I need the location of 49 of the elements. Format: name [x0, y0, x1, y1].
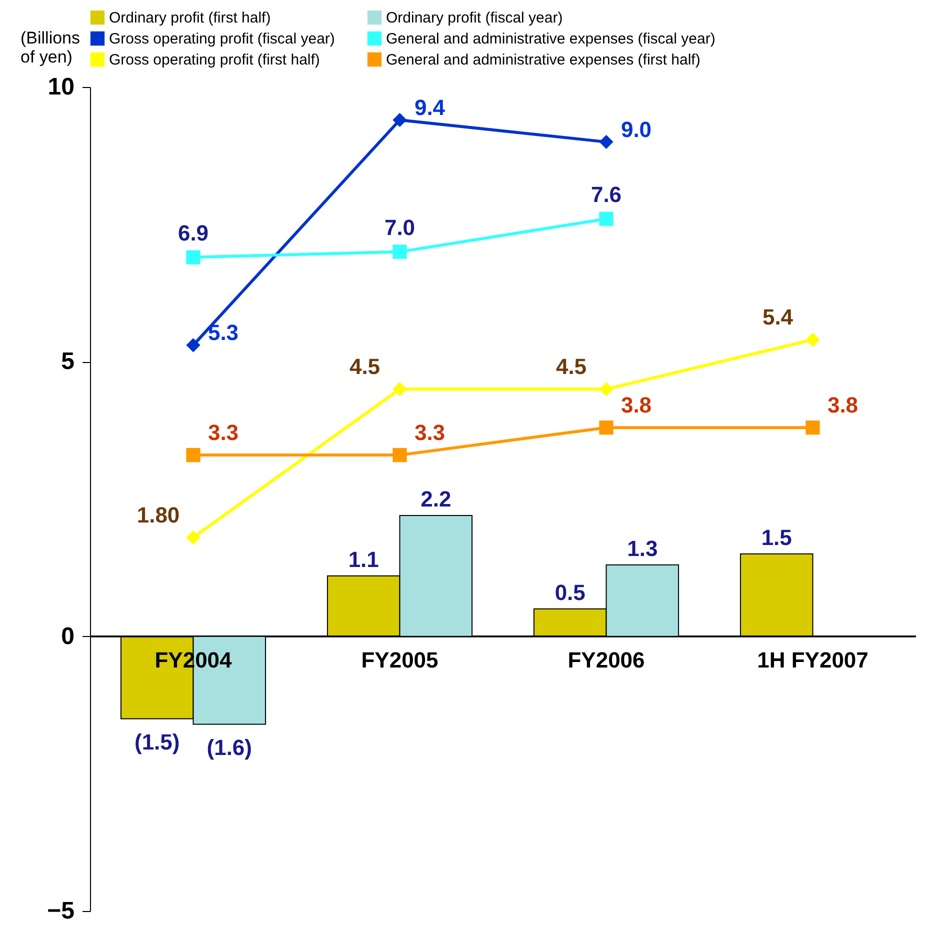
x-tick-label: FY2005 — [361, 647, 438, 672]
legend-label: Gross operating profit (first half) — [109, 52, 320, 68]
data-label: 1.3 — [627, 536, 658, 561]
point — [599, 134, 614, 150]
data-label: 9.0 — [620, 116, 652, 142]
point — [186, 448, 200, 462]
data-label: (1.5) — [134, 730, 180, 755]
data-label: 1.5 — [761, 524, 792, 550]
data-label: 7.0 — [384, 214, 416, 240]
point — [599, 420, 614, 435]
data-label: 1.80 — [136, 502, 180, 528]
data-label: 5.4 — [762, 304, 794, 330]
data-label: 7.6 — [590, 182, 622, 207]
y-tick-label: −5 — [47, 898, 74, 924]
data-label: 4.5 — [349, 354, 380, 380]
point — [186, 338, 200, 352]
legend-label: Ordinary profit (first half) — [109, 10, 271, 27]
data-label: 6.9 — [178, 220, 209, 246]
x-tick-label: 1H FY2007 — [757, 647, 868, 672]
y-tick-label: 0 — [61, 622, 74, 650]
point — [392, 244, 407, 259]
data-label: 3.8 — [827, 392, 858, 418]
point — [599, 212, 614, 226]
point — [186, 250, 200, 264]
y-axis-title: (Billions of yen) — [20, 28, 80, 66]
data-label: 0.5 — [554, 580, 586, 605]
point — [806, 332, 820, 347]
point — [392, 448, 407, 462]
point — [186, 530, 200, 545]
data-label: 3.3 — [414, 420, 446, 446]
point — [392, 112, 407, 128]
data-label: 4.5 — [556, 354, 587, 380]
data-label: 5.3 — [208, 320, 239, 346]
data-label: 3.8 — [620, 392, 652, 418]
y-tick-label: 10 — [48, 74, 74, 100]
data-label: 9.4 — [414, 94, 446, 120]
legend-label: General and administrative expenses (first half) — [386, 52, 700, 68]
y-tick-label: 5 — [61, 348, 74, 376]
point — [806, 420, 820, 435]
point — [599, 382, 614, 396]
legend-label: Ordinary profit (fiscal year) — [386, 10, 563, 27]
point — [392, 382, 407, 396]
data-label: 1.1 — [348, 546, 379, 572]
x-tick-label: FY2006 — [568, 647, 645, 672]
legend-label: General and administrative expenses (fiscal year) — [386, 30, 716, 48]
data-label: (1.6) — [206, 735, 252, 760]
data-label: 3.3 — [208, 420, 239, 446]
legend-label: Gross operating profit (fiscal year) — [109, 30, 335, 48]
data-label: 2.2 — [420, 486, 452, 512]
